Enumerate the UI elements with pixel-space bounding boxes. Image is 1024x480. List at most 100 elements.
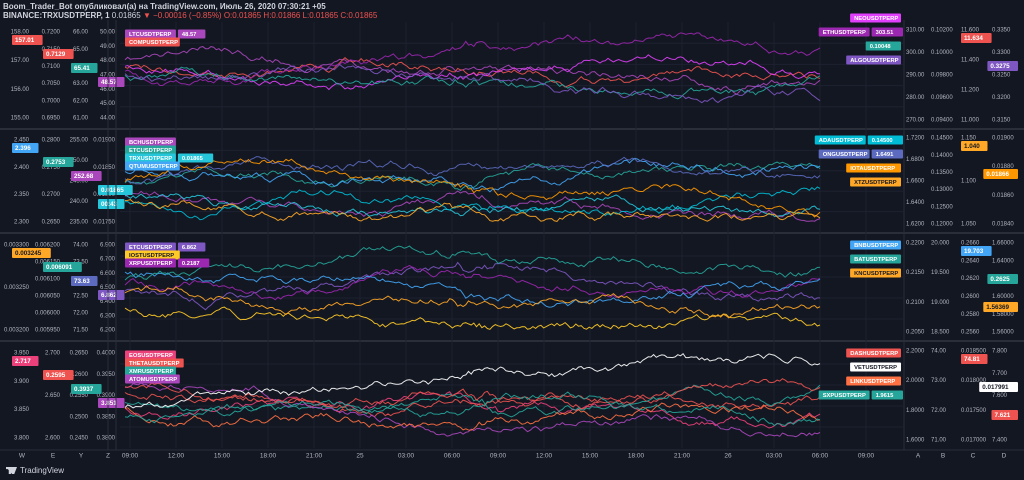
series-name-tag: KNCUSDTPERP (854, 271, 898, 277)
left-axis-tick: 71.50 (73, 328, 89, 334)
series-name-tag: ETCUSDTPERP (129, 245, 172, 251)
right-axis-tick: 0.3250 (992, 73, 1011, 79)
series-name-tag: VETUSDTPERP (854, 365, 897, 371)
x-tick-label: 21:00 (306, 453, 323, 460)
publisher-line: Boom_Trader_Bot опубликовал(а) на Tradin… (3, 2, 326, 11)
series-name-tag-bg (846, 55, 901, 65)
right-axis-tick: 0.3300 (992, 50, 1011, 56)
series-value-tag-bg (177, 153, 214, 163)
left-axis-tick: 0.7200 (42, 30, 61, 36)
left-axis-tick: 3.950 (14, 351, 30, 357)
series-line (124, 391, 821, 427)
series-name-tag: XRPUSDTPERP (129, 261, 173, 267)
right-axis-tick: 2.2000 (906, 349, 925, 355)
right-axis-tick: 1.150 (961, 136, 977, 142)
left-price-badge-bg (71, 63, 98, 73)
series-value-tag: 48.57 (182, 32, 197, 38)
left-axis-tick: 0.2750 (42, 165, 61, 171)
left-axis-tick: 3.900 (14, 379, 30, 385)
left-price-badge-bg (43, 157, 74, 167)
right-price-badge: 0.017991 (982, 384, 1009, 391)
right-axis-tick: 11.000 (961, 118, 980, 124)
left-price-badge: 2.396 (15, 145, 31, 152)
left-axis-tick: 0.005950 (35, 328, 61, 334)
right-price-badge: 1.56369 (986, 304, 1009, 311)
left-axis-tick: 0.7100 (42, 64, 61, 70)
series-value-tag: 0.14500 (872, 138, 893, 144)
right-axis-tick: 0.13500 (931, 170, 953, 176)
x-tick-label: 18:00 (628, 453, 645, 460)
right-axis-tick: 310.00 (906, 28, 925, 34)
left-price-badge-bg (98, 398, 125, 408)
series-name-tag: XTZUSDTPERP (854, 180, 897, 186)
left-axis-tick: 250.00 (70, 158, 89, 164)
left-axis-tick: 0.2800 (42, 138, 61, 144)
series-name-tag-bg (818, 390, 870, 400)
price-change: −0.00016 (−0.85%) (153, 11, 222, 20)
right-axis-tick: 0.2600 (961, 294, 980, 300)
right-scale-letter: B (941, 453, 945, 460)
left-axis-tick: 156.00 (11, 87, 30, 93)
left-price-badge-bg (43, 370, 74, 380)
left-axis-tick: 0.006100 (35, 277, 61, 283)
right-axis-tick: 7.400 (992, 438, 1008, 444)
series-name-tag: THETAUSDTPERP (129, 361, 180, 367)
series-value-tag: 1.9615 (876, 393, 895, 399)
right-axis-tick: 1.66000 (992, 241, 1014, 247)
left-axis-tick: 0.01900 (93, 138, 115, 144)
left-scale-letter: Y (79, 453, 84, 460)
series-name-tag: ETHUSDTPERP (823, 30, 866, 36)
last-price: 0.01865 (111, 11, 141, 20)
x-tick-label: 18:00 (260, 453, 277, 460)
left-axis-tick: 0.2600 (70, 372, 89, 378)
series-value-tag-bg (871, 390, 903, 400)
right-axis-tick: 0.14000 (931, 153, 953, 159)
series-name-tag: ATOMUSDTPERP (129, 377, 177, 383)
right-axis-tick: 0.01900 (992, 136, 1014, 142)
x-tick-label: 06:00 (812, 453, 829, 460)
right-axis-tick: 19.000 (931, 300, 950, 306)
right-axis-tick: 290.00 (906, 73, 925, 79)
series-name-tag: QTUMUSDTPERP (129, 164, 178, 170)
series-name-tag: EOSUSDTPERP (129, 353, 173, 359)
left-price-badge-bg (71, 171, 102, 181)
right-price-badge: 19.703 (964, 248, 984, 255)
series-name-tag-bg (846, 376, 901, 386)
right-scale-letter: C (971, 453, 976, 460)
left-axis-tick: 158.00 (11, 30, 30, 36)
left-axis-tick: 2.650 (45, 393, 61, 399)
series-line (124, 384, 821, 418)
x-tick-label: 12:00 (536, 453, 553, 460)
left-axis-tick: 0.3950 (97, 372, 116, 378)
right-price-badge: 0.2625 (990, 276, 1010, 283)
series-name-tag: ALGOUSDTPERP (850, 58, 898, 64)
right-axis-tick: 1.6200 (906, 222, 925, 228)
series-name-tag: IOTAUSDTPERP (850, 166, 895, 172)
right-price-badge-bg (983, 169, 1018, 179)
left-price-badge-bg (98, 77, 125, 87)
left-price-badge: 48.57 (101, 79, 117, 86)
series-name-tag: LTCUSDTPERP (129, 32, 172, 38)
series-line (124, 32, 821, 86)
left-axis-tick: 2.300 (14, 220, 30, 226)
right-axis-tick: 71.00 (931, 438, 947, 444)
right-scale-letter: A (916, 453, 921, 460)
left-scale-letter: E (51, 453, 56, 460)
left-price-badge-bg (43, 262, 82, 272)
series-line (124, 63, 821, 104)
series-name-tag-bg (850, 13, 901, 23)
series-name-tag-bg (125, 161, 180, 171)
left-axis-tick: 0.4000 (97, 351, 116, 357)
left-axis-tick: 0.003300 (4, 243, 30, 249)
right-axis-tick: 0.018000 (961, 378, 987, 384)
series-value-tag: 0.10048 (870, 44, 892, 50)
right-axis-tick: 0.09800 (931, 73, 953, 79)
left-axis-tick: 0.01850 (93, 165, 115, 171)
series-name-tag-bg (125, 153, 176, 163)
left-price-badge: 252.68 (74, 173, 94, 180)
right-axis-tick: 270.00 (906, 118, 925, 124)
x-tick-label: 09:00 (122, 453, 139, 460)
series-name-tag-bg (850, 268, 901, 278)
